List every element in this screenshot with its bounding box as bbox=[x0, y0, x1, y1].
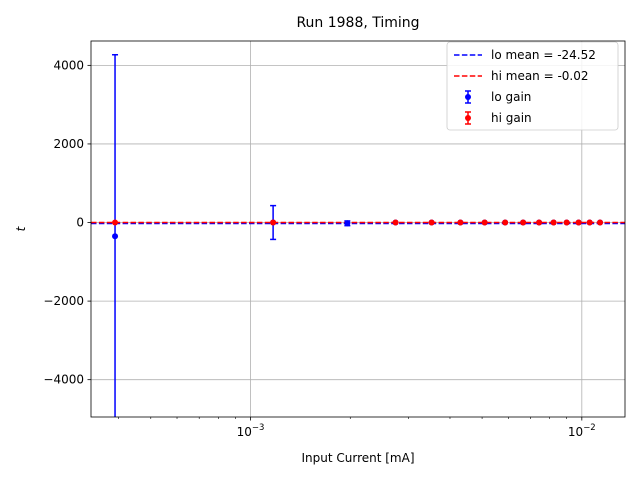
legend-label: lo gain bbox=[491, 90, 531, 104]
data-point bbox=[457, 219, 464, 226]
data-point bbox=[112, 233, 119, 240]
legend-label: hi gain bbox=[491, 111, 532, 125]
plot-area bbox=[91, 54, 625, 417]
data-point bbox=[270, 219, 277, 226]
data-point bbox=[502, 219, 509, 226]
legend-label: lo mean = -24.52 bbox=[491, 48, 596, 62]
y-tick-label: 0 bbox=[76, 216, 84, 230]
data-point bbox=[550, 219, 557, 226]
y-tick-label: 4000 bbox=[53, 58, 84, 72]
data-point bbox=[597, 219, 604, 226]
data-point bbox=[344, 220, 351, 227]
data-point bbox=[536, 219, 543, 226]
x-tick-label: 10−2 bbox=[568, 423, 596, 439]
data-point bbox=[586, 219, 593, 226]
legend: lo mean = -24.52 hi mean = -0.02 lo gain hi… bbox=[446, 41, 619, 131]
data-point bbox=[428, 219, 435, 226]
y-tick-label: −4000 bbox=[43, 373, 84, 387]
chart-title: Run 1988, Timing bbox=[296, 15, 419, 31]
y-tick-label: −2000 bbox=[43, 294, 84, 308]
plot-frame bbox=[90, 40, 626, 418]
ticks: −4000 −2000 0 2000 4000 10−3 10−2 bbox=[43, 58, 595, 439]
data-point bbox=[392, 219, 399, 226]
data-point bbox=[575, 219, 582, 226]
legend-label: hi mean = -0.02 bbox=[491, 69, 589, 83]
legend-marker-swatch bbox=[465, 115, 471, 121]
y-tick-label: 2000 bbox=[53, 137, 84, 151]
x-tick-label: 10−3 bbox=[237, 423, 265, 439]
data-point bbox=[112, 219, 119, 226]
data-point bbox=[563, 219, 570, 226]
y-axis-label: t bbox=[14, 225, 28, 231]
data-point bbox=[520, 219, 527, 226]
legend-marker-swatch bbox=[465, 94, 471, 100]
x-axis-label: Input Current [mA] bbox=[301, 451, 414, 465]
data-point bbox=[481, 219, 488, 226]
legend-box bbox=[446, 41, 619, 131]
